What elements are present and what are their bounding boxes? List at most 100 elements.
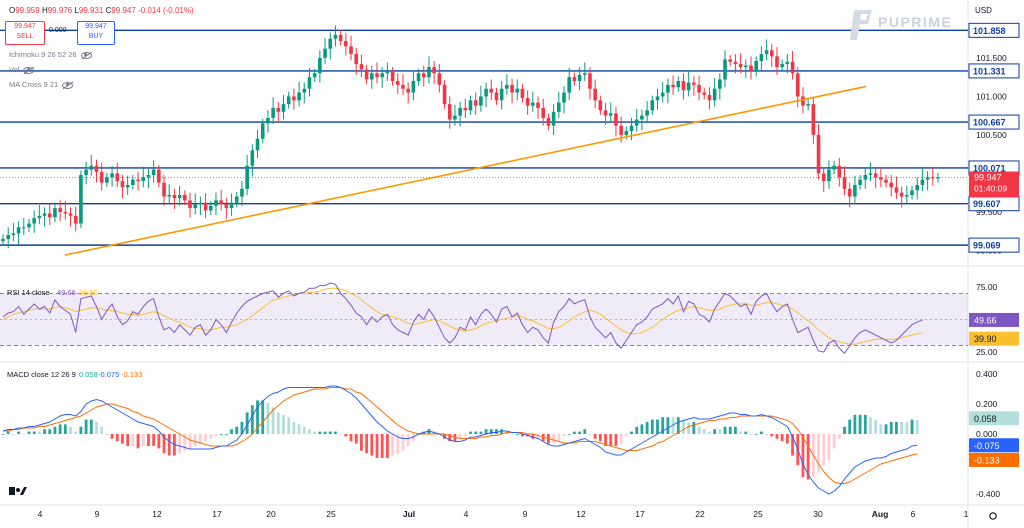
eye-hidden-icon[interactable] bbox=[80, 51, 92, 59]
macd-histogram-bar bbox=[510, 434, 514, 435]
candle-body bbox=[686, 82, 691, 91]
candle-body bbox=[525, 97, 530, 106]
macd-histogram-bar bbox=[443, 434, 446, 439]
macd-histogram-bar bbox=[453, 434, 457, 442]
macd-tick-label: 0.000 bbox=[976, 429, 998, 439]
candle-body bbox=[6, 235, 10, 239]
indicator-ma-cross-label: MA Cross 9 21 bbox=[9, 80, 59, 89]
macd-histogram-bar bbox=[69, 426, 72, 434]
macd-histogram-bar bbox=[115, 434, 119, 442]
sell-price: 99.947 bbox=[14, 23, 36, 30]
macd-histogram-bar bbox=[401, 434, 405, 451]
candle-body bbox=[541, 107, 546, 118]
macd-histogram-bar bbox=[147, 434, 150, 446]
candle-body bbox=[816, 134, 821, 174]
rsi-title: RSI 14 close bbox=[7, 288, 50, 297]
macd-histogram-bar bbox=[391, 434, 394, 456]
candle-body bbox=[260, 123, 265, 139]
macd-histogram-bar bbox=[915, 420, 919, 434]
candle-body bbox=[131, 179, 135, 185]
candle-body bbox=[936, 177, 940, 179]
candle-body bbox=[229, 202, 234, 209]
candle-body bbox=[707, 94, 712, 101]
level-label-box bbox=[968, 114, 1020, 130]
macd-histogram-bar bbox=[162, 434, 166, 454]
low-value: 99.931 bbox=[78, 6, 104, 15]
rsi-value-box bbox=[969, 312, 1019, 327]
candle-body bbox=[671, 84, 675, 88]
tv-logo-part bbox=[16, 488, 20, 492]
macd-hist-legend-value: 0.058 bbox=[79, 370, 98, 379]
indicator-ma-cross[interactable]: MA Cross 9 21 bbox=[9, 80, 74, 89]
macd-histogram-bar bbox=[536, 434, 540, 439]
candle-body bbox=[162, 182, 166, 197]
candle-body bbox=[416, 73, 421, 82]
candle-body bbox=[863, 174, 868, 180]
macd-histogram-bar bbox=[152, 434, 156, 446]
brand-name: PUPRIME bbox=[878, 14, 953, 30]
sell-label: SELL bbox=[16, 33, 34, 40]
macd-histogram-bar bbox=[728, 426, 732, 434]
candle-body bbox=[676, 81, 681, 88]
macd-histogram-bar bbox=[848, 419, 852, 434]
buy-button[interactable]: 99.947 BUY bbox=[77, 21, 115, 45]
candle-body bbox=[790, 61, 795, 74]
candle-body bbox=[224, 204, 229, 209]
macd-histogram-bar bbox=[406, 434, 410, 446]
candle-body bbox=[198, 202, 203, 205]
current-price-label: 99.947 bbox=[974, 173, 1002, 183]
macd-histogram-bar bbox=[261, 400, 265, 434]
macd-histogram-bar bbox=[765, 434, 768, 435]
macd-line bbox=[2, 385, 918, 495]
x-axis-label: 12 bbox=[152, 509, 162, 519]
candle-body bbox=[536, 102, 540, 108]
indicator-ichimoku-label: Ichimoku 9 26 52 26 bbox=[9, 50, 77, 59]
candle-body bbox=[577, 74, 582, 82]
candle-body bbox=[437, 73, 442, 85]
macd-histogram-bar bbox=[630, 431, 633, 434]
candle-body bbox=[344, 40, 348, 47]
settings-gear-icon[interactable] bbox=[989, 512, 997, 520]
candle-body bbox=[42, 213, 47, 216]
candle-body bbox=[338, 34, 343, 41]
macd-histogram-bar bbox=[323, 431, 327, 434]
candle-body bbox=[624, 131, 629, 135]
candle-body bbox=[853, 184, 857, 197]
macd-histogram-bar bbox=[266, 402, 270, 434]
eye-hidden-icon[interactable] bbox=[23, 66, 35, 74]
countdown-label: 01:40:09 bbox=[974, 184, 1007, 194]
macd-histogram-bar bbox=[89, 419, 93, 434]
sell-button[interactable]: 99.947 SELL bbox=[5, 21, 45, 45]
candle-body bbox=[858, 179, 862, 185]
indicator-vol[interactable]: Vol bbox=[9, 65, 35, 74]
macd-histogram-bar bbox=[552, 434, 556, 444]
candle-body bbox=[125, 184, 130, 188]
macd-histogram-bar bbox=[53, 426, 57, 434]
macd-histogram-bar bbox=[557, 434, 561, 442]
candle-body bbox=[728, 59, 733, 62]
rsi-value-label: 49.66 bbox=[974, 315, 997, 325]
candle-body bbox=[712, 88, 717, 101]
candle-body bbox=[723, 59, 727, 80]
candle-body bbox=[884, 179, 888, 183]
candle-body bbox=[603, 110, 608, 116]
candle-body bbox=[16, 227, 21, 234]
macd-histogram-bar bbox=[354, 434, 358, 444]
macd-histogram-bar bbox=[308, 429, 311, 434]
eye-hidden-icon[interactable] bbox=[62, 81, 74, 89]
x-axis-label: 25 bbox=[753, 509, 763, 519]
macd-histogram-bar bbox=[292, 422, 296, 434]
macd-histogram-bar bbox=[484, 429, 488, 434]
candle-body bbox=[769, 50, 774, 57]
indicator-ichimoku[interactable]: Ichimoku 9 26 52 26 bbox=[9, 50, 92, 59]
macd-histogram-bar bbox=[770, 434, 774, 437]
level-label: 100.071 bbox=[973, 163, 1006, 173]
candle-body bbox=[432, 67, 436, 74]
candle-body bbox=[276, 107, 281, 112]
macd-histogram-bar bbox=[334, 431, 337, 434]
macd-histogram-bar bbox=[105, 434, 109, 435]
candle-body bbox=[468, 100, 473, 111]
candle-body bbox=[557, 102, 561, 112]
macd-histogram-bar bbox=[79, 426, 83, 434]
